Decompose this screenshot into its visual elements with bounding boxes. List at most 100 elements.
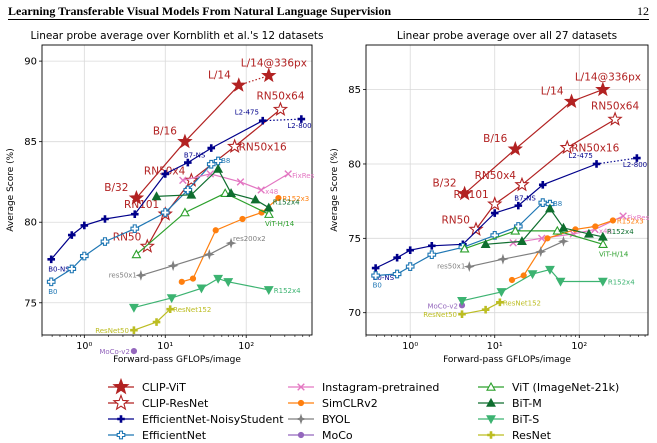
data-label: B/16 — [483, 133, 507, 145]
data-point — [213, 163, 224, 173]
data-label: FixRes — [292, 172, 314, 180]
data-point — [510, 225, 521, 235]
data-point — [167, 260, 179, 272]
legend-label: Instagram-pretrained — [322, 381, 439, 394]
data-label: B0-NS — [373, 274, 395, 282]
data-label: res200x2 — [233, 235, 266, 243]
legend-marker — [297, 399, 305, 407]
data-label: ResNet50 — [95, 327, 129, 335]
data-point — [213, 274, 224, 284]
legend-label: ViT (ImageNet-21k) — [512, 381, 619, 394]
chart-title: Linear probe average over all 27 dataset… — [397, 30, 617, 42]
data-point — [459, 243, 470, 253]
data-point — [508, 276, 516, 284]
series-line — [140, 242, 232, 276]
data-point — [250, 194, 261, 204]
data-point — [128, 303, 139, 313]
series-resnet: ResNet50 ResNet152 — [423, 298, 541, 319]
data-point — [213, 156, 223, 166]
x-axis-label: Forward-pass GFLOPs/image — [443, 355, 571, 365]
series-line-dotted — [262, 118, 302, 122]
data-point — [179, 176, 187, 185]
data-point — [186, 189, 197, 199]
legend-label: CLIP-ViT — [142, 381, 186, 394]
legend-entry-vit-imagenet-21k: ViT (ImageNet-21k) — [478, 381, 619, 394]
legend-label: BYOL — [322, 413, 351, 426]
data-label: L/14 — [208, 69, 231, 81]
gridlines — [42, 45, 312, 335]
data-label: ResNet152 — [503, 299, 541, 307]
data-point — [427, 250, 437, 260]
data-point — [555, 277, 566, 287]
data-label: x48 — [265, 188, 278, 196]
legend-label: BiT-M — [512, 397, 542, 410]
legend-marker — [486, 397, 496, 407]
data-point — [619, 212, 627, 220]
data-label: ViT-H/14 — [599, 250, 629, 258]
legend-label: ResNet — [512, 429, 552, 442]
data-point — [535, 246, 547, 258]
series-instagram-pretrained: x48 FixRes — [179, 170, 315, 196]
y-tick-label: 80 — [24, 218, 37, 229]
legend-marker — [117, 415, 125, 423]
data-point — [189, 275, 197, 282]
y-tick-label: 70 — [348, 308, 361, 319]
data-point — [480, 239, 491, 249]
y-axis-label: Average Score (%) — [330, 148, 340, 231]
data-point — [496, 298, 504, 307]
legend-marker — [297, 431, 305, 439]
series-vit-imagenet-21k: ViT-H/14 — [131, 188, 295, 259]
data-point — [128, 189, 145, 205]
data-point — [183, 172, 200, 187]
legend-entry-efficientnet-noisystudent: EfficientNet-NoisyStudent — [108, 413, 284, 426]
data-point — [263, 202, 274, 212]
data-point — [135, 269, 147, 281]
data-point — [509, 239, 517, 247]
data-point — [220, 188, 231, 197]
series-line — [133, 277, 269, 309]
data-point — [371, 271, 380, 280]
data-label: L2-475 — [235, 109, 259, 117]
data-point — [203, 248, 215, 260]
legend-entry-efficientnet: EfficientNet — [108, 429, 207, 442]
data-point — [598, 239, 608, 249]
y-axis-label: Average Score (%) — [6, 148, 16, 231]
legend-marker — [116, 430, 126, 440]
data-label: L/14@336px — [575, 72, 641, 84]
x-tick-label: 10⁰ — [76, 341, 92, 352]
data-label: R152x4 — [607, 228, 634, 236]
data-point — [226, 138, 243, 154]
x-tick-label: 10¹ — [487, 341, 503, 352]
right-chart-panel: 70 75 80 85 10⁰ 10¹ 10² Linear probe average ov… — [330, 30, 650, 365]
data-label: res50x1 — [109, 271, 137, 279]
data-point — [178, 278, 185, 285]
legend-marker — [486, 415, 496, 425]
legend-marker — [297, 383, 305, 391]
legend-label: EfficientNet-NoisyStudent — [142, 413, 284, 426]
data-label: L/14@336px — [241, 58, 307, 70]
data-label: RN50 — [113, 231, 142, 243]
data-point — [79, 251, 89, 261]
data-label: R152x4 — [608, 278, 635, 286]
data-label: FixRes — [627, 214, 649, 222]
legend-marker — [487, 431, 495, 439]
data-point — [545, 265, 555, 275]
y-tick-label: 85 — [348, 85, 361, 96]
data-point — [559, 139, 575, 155]
data-point — [633, 154, 641, 162]
series-line — [464, 89, 604, 195]
data-label: B7-NS — [514, 195, 536, 203]
data-point — [257, 186, 265, 194]
data-point — [481, 305, 490, 314]
legend-label: BiT-S — [512, 413, 539, 426]
data-point — [406, 246, 415, 255]
series-line — [461, 268, 603, 302]
y-tick-label: 85 — [24, 137, 37, 148]
series-clip-vit: B/32 B/16 L/14 L/14@336px — [104, 58, 307, 205]
series-line — [464, 230, 604, 250]
data-point — [130, 348, 138, 355]
gridlines — [366, 45, 648, 335]
legend-label: SimCLRv2 — [322, 397, 378, 410]
data-point — [520, 272, 527, 279]
